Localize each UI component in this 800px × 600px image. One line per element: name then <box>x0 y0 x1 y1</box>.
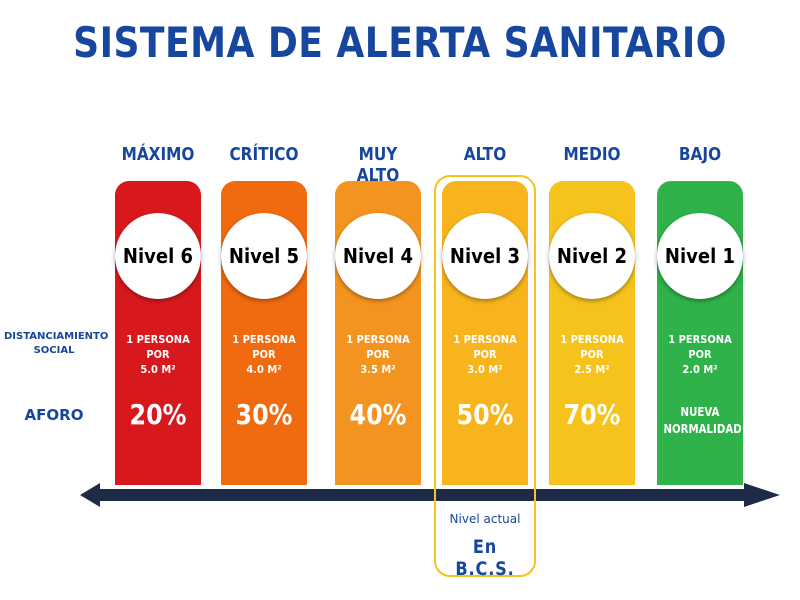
level-6-aforo-value: 20% <box>129 398 187 431</box>
level-2-name: MEDIO <box>563 144 621 165</box>
level-5-distancing-line1: 1 PERSONA POR <box>232 333 296 361</box>
distanciamiento-label-line1: DISTANCIAMIENTO <box>4 331 109 342</box>
level-1-badge: Nivel 1 <box>657 213 743 299</box>
current-level-place: En B.C.S. <box>455 536 515 580</box>
level-5-distancing-line2: 4.0 M² <box>246 363 282 376</box>
level-4-badge: Nivel 4 <box>335 213 421 299</box>
level-3-badge-text: Nivel 3 <box>449 244 521 268</box>
level-3-badge: Nivel 3 <box>442 213 528 299</box>
level-6-badge-text: Nivel 6 <box>122 244 194 268</box>
level-4-aforo: 40% <box>341 398 414 431</box>
level-5-distancing: 1 PERSONA POR 4.0 M² <box>225 332 302 377</box>
level-3-aforo-value: 50% <box>456 398 514 431</box>
level-3-name: ALTO <box>463 144 507 165</box>
current-level-highlight <box>434 175 536 577</box>
level-1-badge-text: Nivel 1 <box>664 244 736 268</box>
level-1-aforo-line1: NUEVA <box>680 405 720 419</box>
level-4-distancing: 1 PERSONA POR 3.5 M² <box>339 332 416 377</box>
level-5-badge-text: Nivel 5 <box>228 244 300 268</box>
level-4-badge-text: Nivel 4 <box>342 244 414 268</box>
aforo-label: AFORO <box>24 406 84 424</box>
level-3-distancing-line1: 1 PERSONA POR <box>453 333 517 361</box>
level-1-distancing: 1 PERSONA POR 2.0 M² <box>661 332 738 377</box>
level-1-distancing-line1: 1 PERSONA POR <box>668 333 732 361</box>
level-6-distancing-line2: 5.0 M² <box>140 363 176 376</box>
level-6-badge: Nivel 6 <box>115 213 201 299</box>
level-5-aforo: 30% <box>227 398 300 431</box>
current-level-label: Nivel actual <box>449 512 521 526</box>
level-4-distancing-line1: 1 PERSONA POR <box>346 333 410 361</box>
level-2-aforo-value: 70% <box>563 398 621 431</box>
level-3-aforo: 50% <box>448 398 521 431</box>
level-2-badge: Nivel 2 <box>549 213 635 299</box>
level-1-aforo: NUEVA NORMALIDAD <box>663 404 742 438</box>
level-6-name: MÁXIMO <box>121 144 195 165</box>
level-3-distancing: 1 PERSONA POR 3.0 M² <box>446 332 523 377</box>
level-4-aforo-value: 40% <box>349 398 407 431</box>
level-2-aforo: 70% <box>555 398 628 431</box>
level-1-name: BAJO <box>678 144 722 165</box>
scale-arrow-bar <box>98 489 746 501</box>
level-6-distancing: 1 PERSONA POR 5.0 M² <box>119 332 196 377</box>
arrow-left-head <box>80 483 100 507</box>
level-2-badge-text: Nivel 2 <box>556 244 628 268</box>
level-2-distancing-line1: 1 PERSONA POR <box>560 333 624 361</box>
level-5-aforo-value: 30% <box>235 398 293 431</box>
distanciamiento-label-line2: SOCIAL <box>33 345 75 356</box>
level-5-badge: Nivel 5 <box>221 213 307 299</box>
level-3-distancing-line2: 3.0 M² <box>467 363 503 376</box>
level-1-aforo-line2: NORMALIDAD <box>663 422 742 436</box>
level-1-distancing-line2: 2.0 M² <box>682 363 718 376</box>
level-2-distancing: 1 PERSONA POR 2.5 M² <box>553 332 630 377</box>
level-2-distancing-line2: 2.5 M² <box>574 363 610 376</box>
arrow-right-head <box>744 483 780 507</box>
level-4-distancing-line2: 3.5 M² <box>360 363 396 376</box>
level-6-aforo: 20% <box>121 398 194 431</box>
level-6-distancing-line1: 1 PERSONA POR <box>126 333 190 361</box>
level-4-name: MUY ALTO <box>356 144 400 186</box>
level-5-name: CRÍTICO <box>229 144 299 165</box>
page-title: SISTEMA DE ALERTA SANITARIO <box>73 18 727 67</box>
distanciamiento-label: DISTANCIAMIENTO SOCIAL <box>4 330 109 358</box>
